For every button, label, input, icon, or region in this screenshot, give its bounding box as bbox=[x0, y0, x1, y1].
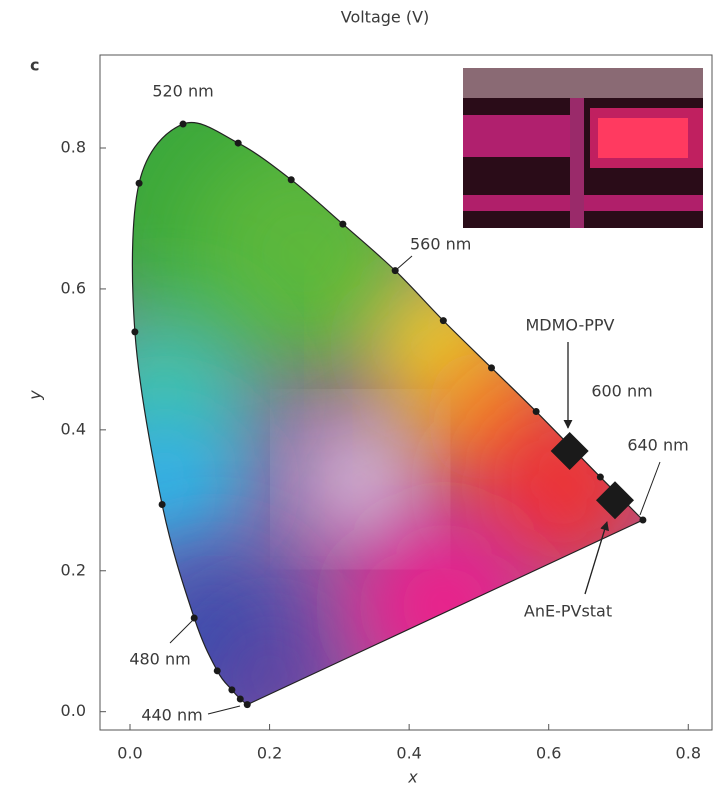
wavelength-label: 480 nm bbox=[129, 650, 190, 669]
locus-point bbox=[131, 328, 139, 336]
series-label: MDMO-PPV bbox=[526, 316, 615, 335]
y-tick-label: 0.6 bbox=[61, 278, 86, 297]
wavelength-label: 600 nm bbox=[591, 382, 652, 401]
leader-line bbox=[395, 255, 413, 271]
wavelength-label: 440 nm bbox=[141, 706, 202, 725]
wavelength-label: 640 nm bbox=[627, 436, 688, 455]
locus-point bbox=[228, 686, 236, 694]
y-tick-label: 0.2 bbox=[61, 560, 86, 579]
locus-point bbox=[190, 614, 198, 622]
x-tick-label: 0.4 bbox=[396, 744, 421, 763]
wavelength-label: 560 nm bbox=[410, 235, 471, 254]
y-axis-label: y bbox=[26, 390, 45, 401]
x-tick-label: 0.8 bbox=[676, 744, 701, 763]
plot-frame bbox=[99, 54, 713, 731]
leader-line bbox=[169, 619, 194, 644]
wavelength-label: 520 nm bbox=[152, 82, 213, 101]
x-tick-label: 0.6 bbox=[536, 744, 561, 763]
series-label: AnE-PVstat bbox=[524, 602, 612, 621]
locus-point bbox=[179, 120, 187, 128]
arrow bbox=[584, 521, 609, 595]
gamut-glow bbox=[354, 515, 535, 696]
locus-point bbox=[213, 667, 221, 675]
panel-label: c bbox=[30, 56, 39, 75]
locus-point bbox=[439, 317, 447, 325]
locus-point bbox=[287, 176, 295, 184]
diamond-marker bbox=[550, 431, 589, 470]
gamut-glow bbox=[315, 434, 406, 525]
gamut-glow bbox=[132, 406, 245, 567]
leader-line bbox=[639, 461, 661, 516]
locus-point bbox=[339, 220, 347, 228]
locus-point bbox=[236, 695, 244, 703]
locus-point bbox=[158, 501, 166, 509]
locus-point bbox=[532, 408, 540, 416]
locus-point bbox=[596, 473, 604, 481]
locus-point bbox=[639, 516, 647, 524]
leader-line bbox=[207, 705, 241, 715]
x-axis-label: x bbox=[407, 768, 418, 787]
x-tick-label: 0.2 bbox=[257, 744, 282, 763]
gamut-glow bbox=[209, 616, 330, 705]
locus-point bbox=[487, 364, 495, 372]
y-tick-label: 0.0 bbox=[61, 701, 86, 720]
x-tick-label: 0.0 bbox=[117, 744, 142, 763]
chart-title: Voltage (V) bbox=[341, 8, 430, 27]
y-tick-label: 0.8 bbox=[61, 138, 86, 157]
diamond-marker bbox=[596, 481, 635, 520]
locus-point bbox=[234, 139, 242, 147]
locus-point bbox=[135, 179, 143, 187]
y-tick-label: 0.4 bbox=[61, 419, 86, 438]
locus-point bbox=[243, 701, 251, 709]
inset-photo bbox=[463, 68, 703, 228]
